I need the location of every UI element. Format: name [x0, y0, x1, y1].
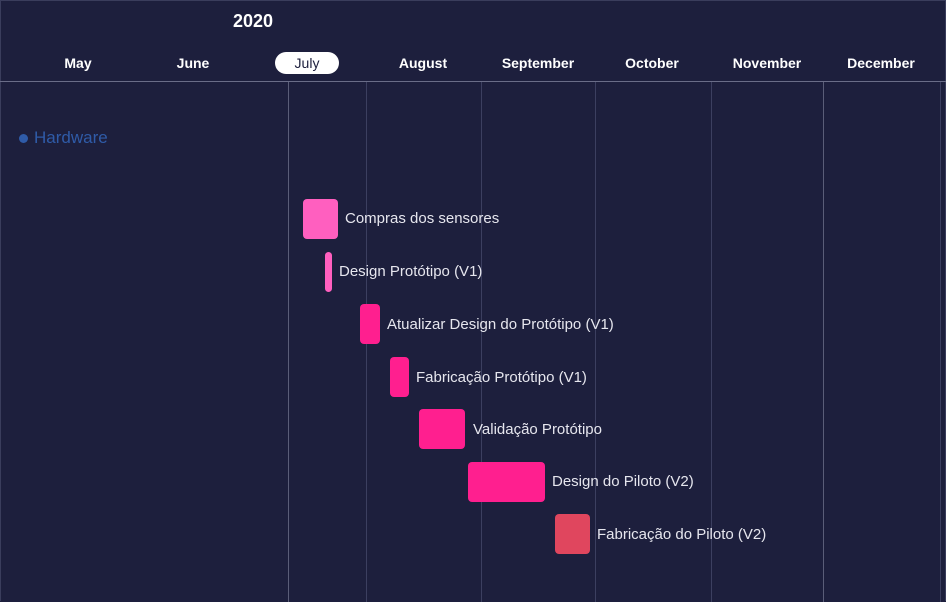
month-december[interactable]: December: [847, 55, 915, 71]
month-november[interactable]: November: [732, 55, 802, 71]
group-hardware[interactable]: Hardware: [19, 128, 108, 148]
month-august[interactable]: August: [398, 55, 448, 71]
task-label: Fabricação do Piloto (V2): [597, 526, 767, 543]
month-header: May June July August September October N…: [0, 52, 946, 76]
task-bar-design-piloto[interactable]: [468, 462, 545, 502]
task-label: Validação Protótipo: [473, 421, 602, 438]
task-bar-fabricacao-prototipo[interactable]: [390, 357, 409, 397]
task-bar-validacao-prototipo[interactable]: [419, 409, 465, 449]
task-label: Atualizar Design do Protótipo (V1): [387, 316, 614, 333]
grid-line-september-end: [595, 82, 596, 602]
month-october[interactable]: October: [625, 55, 679, 71]
grid-line-july: [288, 82, 289, 602]
task-label: Fabricação Protótipo (V1): [416, 369, 587, 386]
month-june[interactable]: June: [176, 55, 210, 71]
month-july-current[interactable]: July: [275, 52, 339, 74]
group-label: Hardware: [34, 128, 108, 147]
task-bar-compras-sensores[interactable]: [303, 199, 338, 239]
month-september[interactable]: September: [501, 55, 575, 71]
task-bar-design-prototipo[interactable]: [325, 252, 332, 292]
task-label: Compras dos sensores: [345, 210, 500, 227]
task-bar-atualizar-design[interactable]: [360, 304, 380, 344]
grid-line-october-end: [711, 82, 712, 602]
grid-line-november-end: [823, 82, 824, 602]
header-divider: [0, 81, 946, 82]
task-bar-fabricacao-piloto[interactable]: [555, 514, 590, 554]
grid-line-august-end: [481, 82, 482, 602]
task-label: Design Protótipo (V1): [339, 263, 483, 280]
task-label: Design do Piloto (V2): [552, 473, 694, 490]
year-label: 2020: [233, 11, 274, 31]
group-dot-icon: [19, 133, 28, 143]
grid-line-december-end: [940, 82, 941, 602]
month-may[interactable]: May: [64, 55, 92, 71]
